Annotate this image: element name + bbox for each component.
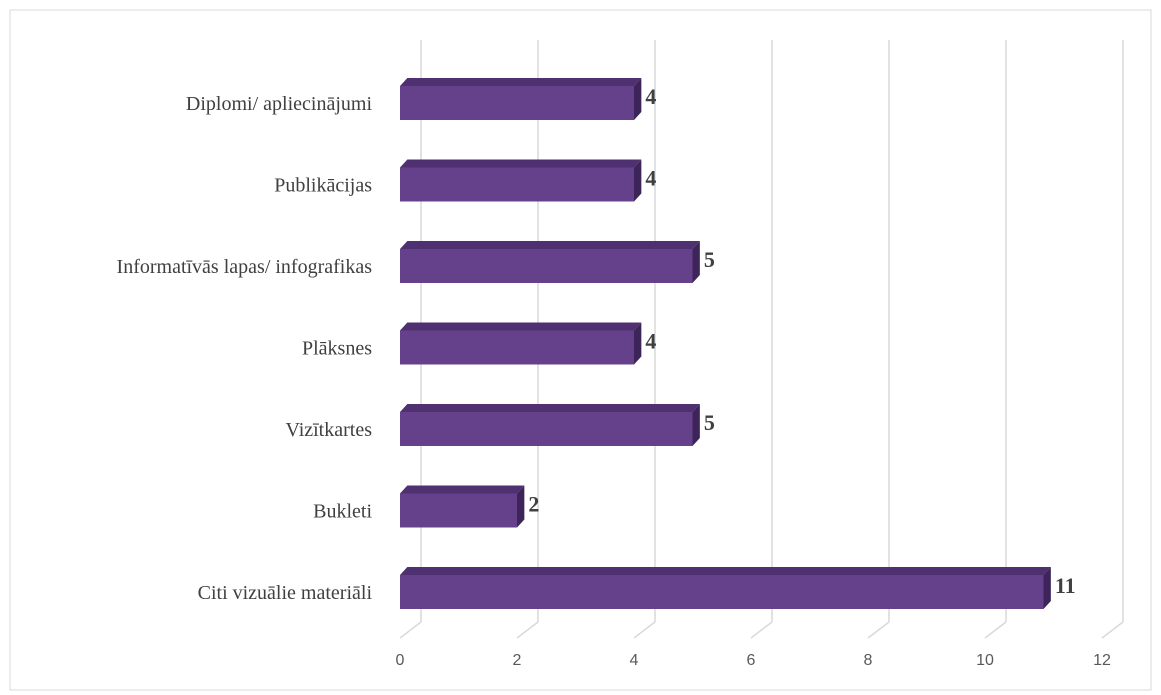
category-label: Citi vizuālie materiāli bbox=[198, 582, 373, 604]
bar-side bbox=[634, 159, 642, 202]
category-label: Diplomi/ apliecinājumi bbox=[186, 93, 373, 115]
floor-gridline bbox=[867, 621, 890, 639]
bar bbox=[400, 575, 1044, 609]
bar-top bbox=[400, 485, 525, 494]
category-label: Plāksnes bbox=[302, 338, 372, 360]
bar-side bbox=[634, 322, 642, 365]
bar-side bbox=[1043, 567, 1051, 609]
bar-top bbox=[400, 322, 642, 331]
data-label: 4 bbox=[645, 329, 656, 354]
category-label: Vizītkartes bbox=[285, 419, 372, 441]
data-label: 4 bbox=[645, 84, 656, 109]
floor-gridline bbox=[633, 621, 656, 639]
x-tick-label: 8 bbox=[864, 652, 873, 669]
bar-top bbox=[400, 404, 700, 412]
bar bbox=[400, 167, 634, 202]
bar-side bbox=[692, 404, 700, 446]
x-tick-label: 2 bbox=[513, 652, 522, 669]
x-tick-label: 4 bbox=[630, 652, 639, 669]
bar-top bbox=[400, 159, 642, 168]
data-label: 5 bbox=[704, 410, 715, 435]
bar-side bbox=[634, 78, 642, 120]
bar bbox=[400, 493, 517, 528]
category-label: Bukleti bbox=[313, 501, 372, 523]
bar-top bbox=[400, 567, 1051, 575]
bar-top bbox=[400, 241, 700, 249]
floor-gridline bbox=[399, 621, 422, 639]
x-tick-label: 6 bbox=[747, 652, 756, 669]
floor-gridline bbox=[750, 621, 773, 639]
labels: 0 2 4 6 8 10 12 Diplomi/ apliecinājumi 4 Publikāc… bbox=[117, 84, 1111, 669]
data-label: 2 bbox=[528, 492, 539, 517]
bar-side bbox=[517, 485, 525, 528]
bar bbox=[400, 249, 693, 283]
data-label: 5 bbox=[704, 247, 715, 272]
x-tick-label: 12 bbox=[1093, 652, 1111, 669]
category-label: Informatīvās lapas/ infografikas bbox=[117, 256, 373, 278]
floor-gridline bbox=[516, 621, 539, 639]
floor-gridline bbox=[984, 621, 1007, 639]
bar bbox=[400, 412, 693, 446]
bar bbox=[400, 86, 634, 120]
data-label: 4 bbox=[645, 166, 656, 191]
x-tick-label: 10 bbox=[976, 652, 994, 669]
data-label: 11 bbox=[1055, 573, 1076, 598]
bar-top bbox=[400, 78, 642, 86]
category-label: Publikācijas bbox=[274, 175, 372, 197]
bar-side bbox=[692, 241, 700, 283]
floor-gridline bbox=[1101, 621, 1124, 639]
bar bbox=[400, 330, 634, 365]
bars bbox=[400, 78, 1051, 609]
x-tick-label: 0 bbox=[396, 652, 405, 669]
